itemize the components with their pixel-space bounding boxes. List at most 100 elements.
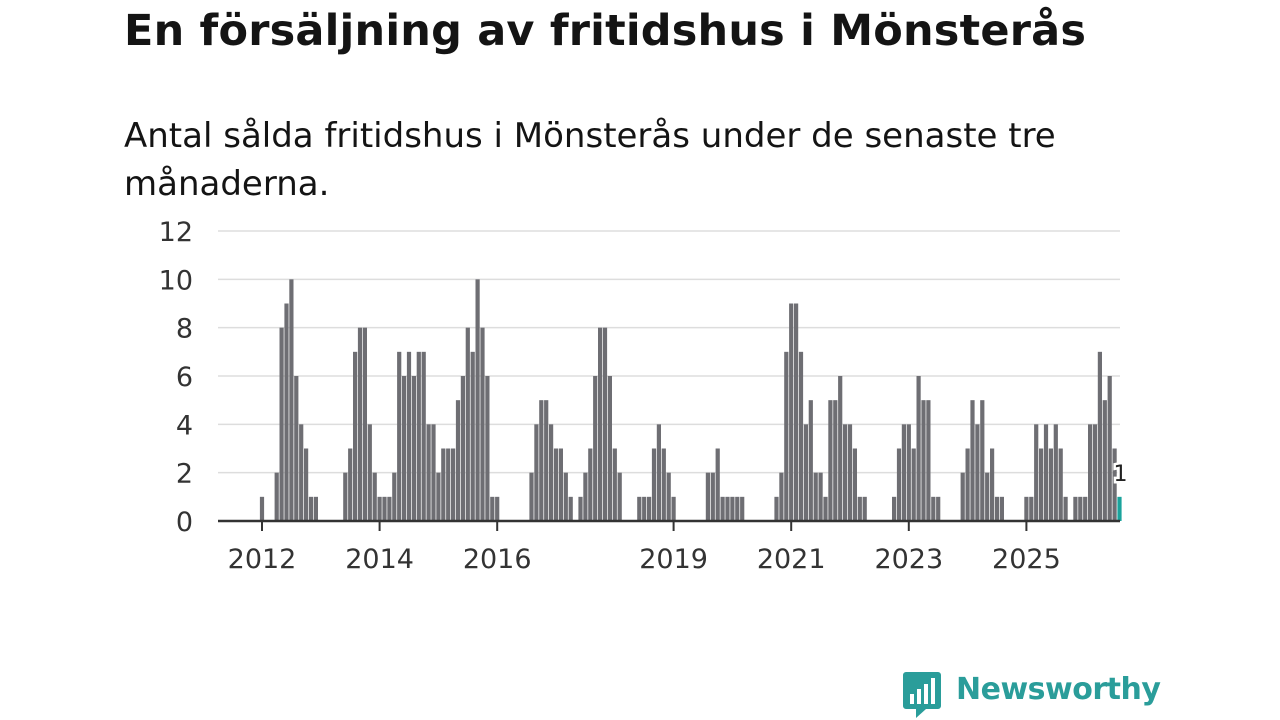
bar: [647, 496, 652, 521]
bar: [936, 496, 941, 521]
bar: [529, 472, 534, 521]
bar: [857, 496, 862, 521]
bar: [794, 303, 799, 521]
bar: [1092, 424, 1098, 521]
bar: [617, 472, 622, 521]
newsworthy-logo: Newsworthy: [902, 670, 1161, 720]
bar: [740, 496, 745, 521]
bar: [1107, 376, 1112, 521]
bar: [539, 400, 544, 521]
bar: [901, 424, 906, 521]
bar: [803, 424, 808, 521]
bar: [372, 472, 377, 521]
bar: [671, 496, 676, 521]
bar: [965, 448, 970, 521]
x-tick-label: 2014: [345, 544, 414, 575]
bar: [441, 448, 446, 521]
newsworthy-chart-bubble-icon: [903, 672, 941, 718]
bar: [980, 400, 985, 521]
bar: [495, 496, 500, 521]
bar: [446, 448, 451, 521]
y-tick-label: 10: [159, 265, 193, 296]
bar: [843, 424, 848, 521]
y-tick-label: 4: [176, 410, 193, 441]
bar: [1048, 448, 1053, 521]
bar: [818, 472, 823, 521]
x-tick-label: 2025: [992, 544, 1061, 575]
bar: [1043, 424, 1049, 521]
bar: [308, 496, 314, 521]
bar: [402, 376, 407, 521]
bar: [990, 448, 995, 521]
logo-text: Newsworthy: [956, 672, 1161, 707]
bar: [637, 496, 642, 521]
bar: [534, 424, 539, 521]
bar: [416, 351, 421, 521]
bar: [406, 351, 412, 521]
x-tick-label: 2012: [228, 544, 297, 575]
chart-title: En försäljning av fritidshus i Mönsterås: [124, 6, 1087, 56]
bar: [916, 376, 921, 521]
bar: [436, 472, 441, 521]
bar: [1063, 496, 1068, 521]
bar: [598, 327, 603, 521]
latest-value-label: 1: [1114, 462, 1128, 487]
x-tick-label: 2021: [757, 544, 826, 575]
bar: [274, 472, 279, 521]
bar: [553, 448, 559, 521]
bar: [343, 472, 348, 521]
bar: [828, 400, 833, 521]
bar: [397, 351, 402, 521]
bar: [730, 496, 735, 521]
bar: [911, 448, 916, 521]
bar: [1078, 496, 1083, 521]
bar: [578, 496, 583, 521]
bar: [475, 279, 480, 521]
bar: [294, 376, 299, 521]
bar: [583, 472, 588, 521]
bar: [975, 424, 980, 521]
bar: [367, 424, 372, 521]
bar: [999, 496, 1004, 521]
bar: [279, 327, 284, 521]
y-tick-label: 8: [176, 314, 193, 345]
bar-chart: 0 2 4 6 8 10 12 2012 2014 2016 2019 2021 2023 2025 1: [158, 217, 1128, 575]
bar: [642, 496, 647, 521]
bar: [892, 496, 897, 521]
bar: [431, 424, 436, 521]
bar: [666, 472, 671, 521]
bar: [451, 448, 456, 521]
bar: [544, 400, 549, 521]
bar: [607, 376, 612, 521]
bar: [465, 327, 470, 521]
bar: [421, 351, 426, 521]
bar: [612, 448, 617, 521]
bar: [455, 400, 461, 521]
bar: [1112, 448, 1117, 521]
y-tick-label: 2: [176, 459, 193, 490]
bar: [862, 496, 867, 521]
bar: [970, 400, 975, 521]
bar: [847, 424, 853, 521]
x-tick-label: 2016: [463, 544, 532, 575]
bar: [960, 472, 965, 521]
bar: [313, 496, 318, 521]
bar: [558, 448, 563, 521]
x-tick-label: 2023: [874, 544, 943, 575]
bar: [651, 448, 657, 521]
bar: [392, 472, 397, 521]
bar: [852, 448, 857, 521]
bar: [1083, 496, 1088, 521]
bar: [985, 472, 990, 521]
chart-subtitle: Antal sålda fritidshus i Mönsterås under…: [124, 116, 1056, 204]
y-tick-label: 12: [159, 217, 193, 248]
bar: [1058, 448, 1063, 521]
bar-latest: [1117, 496, 1122, 521]
bar: [1102, 400, 1107, 521]
bar: [926, 400, 931, 521]
bar: [549, 424, 554, 521]
bar: [568, 496, 573, 521]
bar: [774, 496, 779, 521]
bar: [906, 424, 911, 521]
bar: [353, 351, 358, 521]
